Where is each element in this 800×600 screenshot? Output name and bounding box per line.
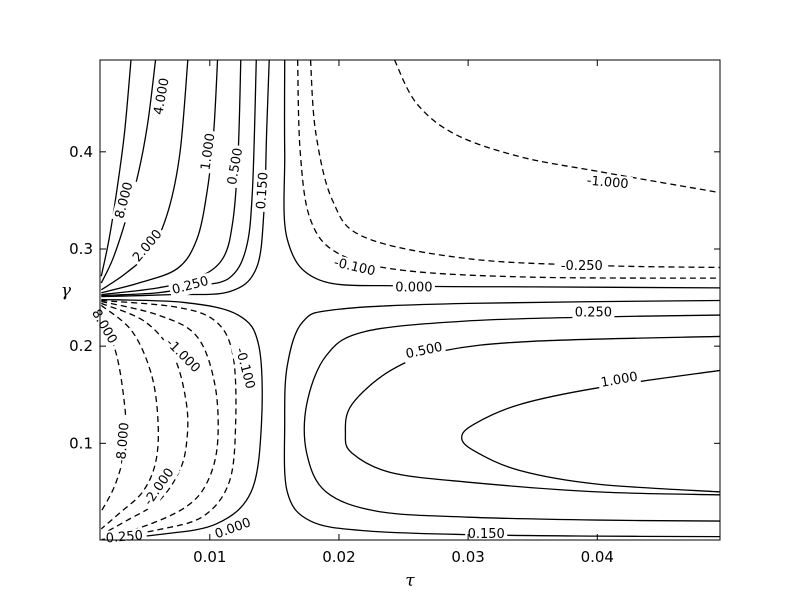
y-axis-label: γ — [61, 281, 72, 301]
contour-label-bg — [392, 279, 435, 296]
contour-label-bg — [111, 178, 138, 223]
contour-line-20 — [461, 369, 720, 493]
contour-label: 2.000 — [130, 227, 165, 265]
contour-line-0 — [100, 60, 132, 277]
y-tick-label: 0.2 — [69, 337, 93, 355]
x-tick-label: 0.01 — [193, 548, 226, 566]
contour-label: 0.500 — [225, 147, 246, 186]
contour-label-bg — [210, 514, 256, 544]
x-tick-label: 0.02 — [322, 548, 355, 566]
contour-line-10 — [393, 60, 720, 194]
x-tick-label: 0.03 — [451, 548, 484, 566]
contour-label-bg — [128, 224, 168, 268]
contour-label: 0.150 — [254, 172, 272, 210]
contour-label: 0.000 — [395, 280, 432, 295]
contour-label: -0.250 — [100, 528, 143, 547]
y-axis-ticks: 0.1 0.2 0.3 0.4 — [69, 143, 720, 452]
contour-label-bg — [253, 169, 273, 213]
contour-label-bg — [159, 332, 206, 380]
y-tick-label: 0.1 — [69, 434, 93, 452]
contour-label-bg — [150, 74, 174, 119]
contour-label: -2.000 — [141, 466, 177, 509]
contour-line-13 — [101, 300, 219, 539]
contour-label-bg — [230, 342, 259, 395]
contour-label-bg — [224, 144, 248, 189]
y-tick-label: 0.3 — [69, 240, 93, 258]
x-tick-label: 0.04 — [581, 548, 614, 566]
contour-label-bg — [597, 368, 642, 392]
contour-label: -0.100 — [332, 255, 376, 279]
contour-lines — [100, 60, 720, 540]
contour-line-8 — [296, 60, 720, 279]
x-axis-ticks: 0.01 0.02 0.03 0.04 — [193, 60, 614, 566]
contour-label: 0.000 — [213, 515, 253, 542]
contour-label-bg — [557, 258, 607, 275]
x-axis-label: τ — [405, 571, 415, 591]
contour-label: -1.000 — [586, 174, 629, 193]
contour-label-bg — [113, 417, 134, 469]
contour-line-5 — [101, 60, 257, 297]
contour-label-bg — [328, 254, 381, 281]
y-tick-label: 0.4 — [69, 143, 93, 161]
contour-labels: 8.000 4.000 2.000 1.000 0.500 0.250 0.150 -0.10… — [86, 74, 642, 548]
contour-line-12 — [101, 299, 237, 540]
contour-label-bg — [572, 305, 615, 322]
contour-line-14 — [100, 302, 189, 536]
contour-label-bg — [401, 338, 447, 364]
contour-line-2 — [100, 60, 189, 291]
contour-line-19 — [344, 335, 720, 496]
contour-label-bg — [582, 172, 634, 194]
contour-line-18 — [303, 314, 720, 522]
contour-label-bg — [197, 129, 220, 174]
contour-label: -1.000 — [163, 336, 203, 376]
contour-label: -0.250 — [561, 259, 603, 274]
contour-line-4 — [101, 60, 242, 296]
contour-label-bg — [138, 462, 181, 512]
contour-line-9 — [309, 60, 720, 269]
contour-line-17 — [283, 299, 720, 538]
contour-line-15 — [100, 304, 160, 530]
contour-line-11 — [101, 298, 263, 540]
contour-label: 4.000 — [151, 77, 172, 116]
contour-label: -8.000 — [114, 422, 133, 465]
contour-label-bg — [86, 304, 122, 349]
contour-label-bg — [168, 272, 213, 300]
contour-label: 8.000 — [112, 180, 136, 220]
contour-label: 1.000 — [600, 370, 639, 391]
contour-label-bg — [96, 527, 148, 548]
plot-frame — [99, 59, 721, 541]
contour-label-bg — [465, 526, 508, 543]
contour-label: 0.150 — [468, 527, 505, 542]
contour-label: 0.250 — [575, 306, 612, 321]
contour-label: 1.000 — [198, 132, 218, 171]
contour-line-7 — [283, 60, 720, 289]
